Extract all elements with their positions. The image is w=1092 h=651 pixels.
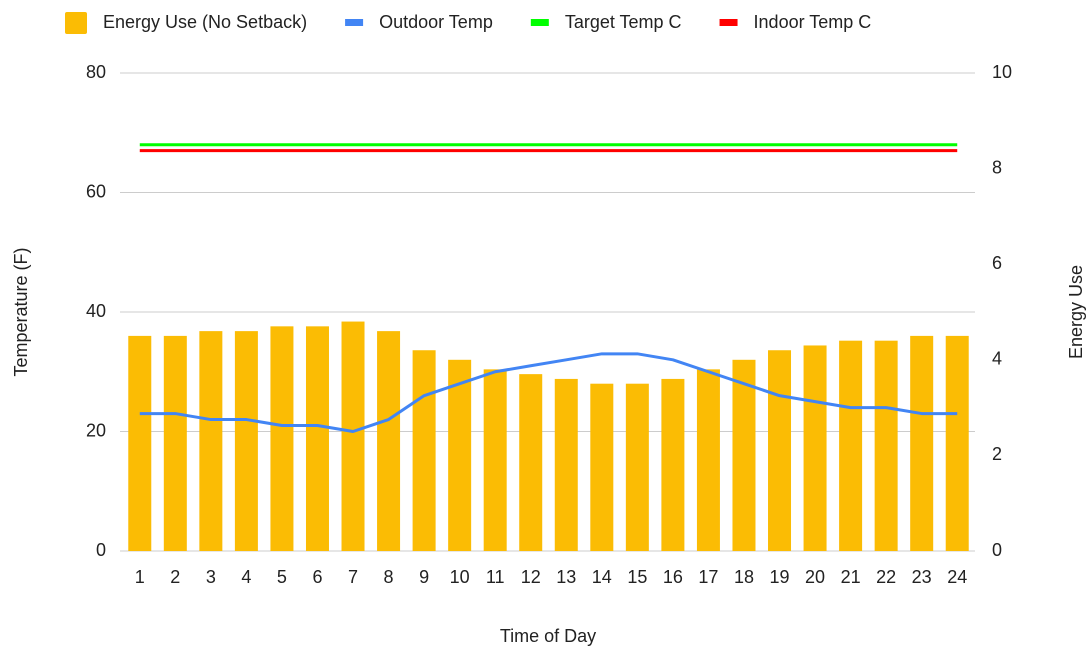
x-tick-label: 13	[556, 567, 576, 587]
bar	[732, 359, 756, 551]
y2-tick-label: 8	[992, 157, 1002, 177]
y2-tick-label: 6	[992, 253, 1002, 273]
x-tick-label: 14	[592, 567, 612, 587]
y-tick-label: 60	[86, 181, 106, 201]
bar	[234, 331, 258, 551]
bar	[163, 335, 187, 551]
x-tick-label: 11	[486, 567, 505, 587]
x-tick-label: 24	[947, 567, 967, 587]
y-tick-label: 40	[86, 301, 106, 321]
x-tick-label: 19	[770, 567, 790, 587]
legend-swatch	[530, 19, 549, 26]
x-tick-label: 4	[241, 567, 251, 587]
y-tick-label: 0	[96, 540, 106, 560]
x-tick-label: 23	[912, 567, 932, 587]
x-tick-label: 12	[521, 567, 541, 587]
bar	[270, 326, 294, 551]
bar	[519, 374, 543, 551]
y2-tick-label: 2	[992, 444, 1002, 464]
y2-tick-label: 10	[992, 62, 1012, 82]
bar	[554, 378, 578, 551]
legend-label: Indoor Temp C	[754, 12, 872, 32]
x-tick-label: 9	[419, 567, 429, 587]
legend-swatch	[65, 12, 87, 34]
x-tick-label: 20	[805, 567, 825, 587]
legend-label: Target Temp C	[565, 12, 682, 32]
x-tick-label: 22	[876, 567, 896, 587]
legend-swatch	[719, 19, 738, 26]
x-tick-label: 10	[450, 567, 470, 587]
y2-axis-label: Energy Use	[1066, 265, 1086, 359]
x-tick-label: 7	[348, 567, 358, 587]
x-tick-label: 6	[312, 567, 322, 587]
bar	[768, 350, 792, 551]
y2-tick-label: 4	[992, 349, 1002, 369]
x-tick-label: 2	[170, 567, 180, 587]
bar	[803, 345, 827, 551]
bar	[128, 335, 152, 551]
bar	[377, 331, 401, 551]
bar	[661, 378, 685, 551]
x-tick-label: 21	[841, 567, 861, 587]
bar	[341, 321, 365, 551]
x-tick-label: 18	[734, 567, 754, 587]
bar	[625, 383, 649, 551]
bar	[448, 359, 472, 551]
y-axis-label: Temperature (F)	[11, 247, 31, 376]
x-tick-label: 17	[698, 567, 718, 587]
line	[139, 352, 958, 433]
y2-tick-label: 0	[992, 540, 1002, 560]
x-axis-label: Time of Day	[500, 626, 596, 646]
bar	[590, 383, 614, 551]
x-tick-label: 15	[627, 567, 647, 587]
x-tick-label: 1	[135, 567, 145, 587]
bar	[412, 350, 436, 551]
y-tick-label: 20	[86, 420, 106, 440]
legend-label: Energy Use (No Setback)	[103, 12, 307, 32]
x-tick-label: 5	[277, 567, 287, 587]
y-tick-label: 80	[86, 62, 106, 82]
bar	[945, 335, 969, 551]
bar	[199, 331, 223, 551]
legend-swatch	[345, 19, 364, 26]
bar	[910, 335, 934, 551]
bar	[874, 340, 898, 551]
legend-label: Outdoor Temp	[379, 12, 493, 32]
bar	[305, 326, 329, 551]
x-tick-label: 8	[384, 567, 394, 587]
bar	[839, 340, 863, 551]
bar	[696, 369, 720, 551]
bar	[483, 369, 507, 551]
x-tick-label: 3	[206, 567, 216, 587]
x-tick-label: 16	[663, 567, 683, 587]
